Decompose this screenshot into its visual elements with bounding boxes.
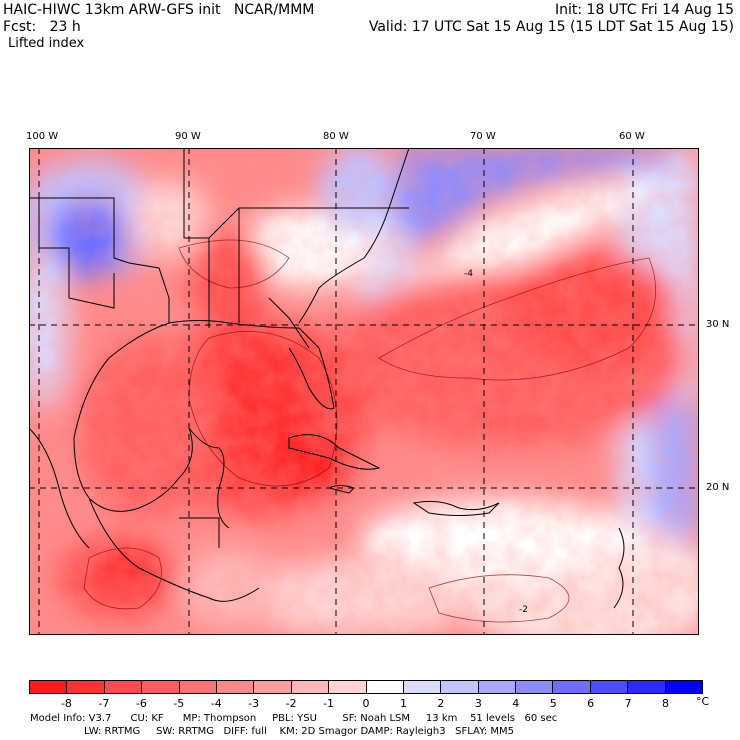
lon-label-60w: 60 W <box>619 131 645 142</box>
colorbar-cell <box>478 681 517 693</box>
field-name: Lifted index <box>8 36 85 51</box>
colorbar-cell <box>590 681 629 693</box>
colorbar-cell <box>553 681 591 693</box>
colorbar-label: 0 <box>362 697 370 710</box>
colorbar-label: 8 <box>662 697 670 710</box>
init-time: Init: 18 UTC Fri 14 Aug 15 <box>554 2 734 18</box>
colorbar-label: 4 <box>512 697 520 710</box>
colorbar-cell <box>104 681 143 693</box>
colorbar-cell <box>403 681 442 693</box>
colorbar-label: -2 <box>285 697 297 710</box>
colorbar-cell <box>628 681 666 693</box>
colorbar-cell <box>291 681 330 693</box>
colorbar-cell <box>441 681 479 693</box>
lon-label-80w: 80 W <box>323 131 349 142</box>
lon-label-90w: 90 W <box>175 131 201 142</box>
lat-label-30n: 30 N <box>706 319 730 330</box>
colorbar-label: -5 <box>173 697 185 710</box>
colorbar-cell <box>366 681 404 693</box>
lat-label-20n: 20 N <box>706 482 730 493</box>
colorbar-label: 2 <box>437 697 445 710</box>
model-info-line2: LW: RRTMG SW: RRTMG DIFF: full KM: 2D Sm… <box>30 726 515 737</box>
forecast-hour: Fcst: 23 h <box>3 19 81 35</box>
colorbar-label: -7 <box>98 697 110 710</box>
graticule <box>29 148 699 635</box>
contour-lines <box>83 239 657 623</box>
colorbar-cell <box>516 681 554 693</box>
colorbar-label: -1 <box>323 697 335 710</box>
colorbar-cell <box>142 681 180 693</box>
shaded-field <box>29 148 699 635</box>
contour-label-minus4: -4 <box>464 269 473 279</box>
colorbar-cell <box>329 681 367 693</box>
colorbar-label: 7 <box>624 697 632 710</box>
map-title: HAIC-HIWC 13km ARW-GFS init NCAR/MMM <box>3 2 315 18</box>
contour-label-minus2: -2 <box>519 605 528 615</box>
lifted-index-map[interactable]: -4 -2 <box>29 148 699 635</box>
colorbar-label: -6 <box>135 697 147 710</box>
colorbar-label: -3 <box>248 697 260 710</box>
colorbar-label: -4 <box>210 697 222 710</box>
colorbar-cell <box>30 681 68 693</box>
colorbar <box>29 680 703 694</box>
colorbar-label: 5 <box>549 697 557 710</box>
colorbar-cell <box>665 681 703 693</box>
valid-time: Valid: 17 UTC Sat 15 Aug 15 (15 LDT Sat … <box>368 19 734 35</box>
model-info-line1: Model Info: V3.7 CU: KF MP: Thompson PBL… <box>30 713 558 724</box>
colorbar-cell <box>254 681 292 693</box>
lon-label-100w: 100 W <box>26 131 59 142</box>
colorbar-cell <box>179 681 217 693</box>
colorbar-label: 6 <box>587 697 595 710</box>
colorbar-label: -8 <box>60 697 72 710</box>
colorbar-label: 3 <box>474 697 482 710</box>
lon-label-70w: 70 W <box>470 131 496 142</box>
colorbar-label: 1 <box>399 697 407 710</box>
colorbar-cell <box>67 681 105 693</box>
colorbar-cell <box>216 681 255 693</box>
colorbar-unit: °C <box>696 695 710 708</box>
